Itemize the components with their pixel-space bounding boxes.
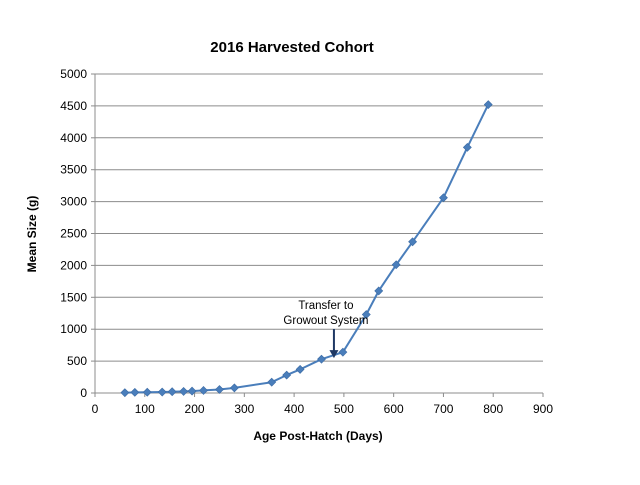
data-point-marker bbox=[408, 237, 418, 247]
x-tick-label: 900 bbox=[533, 402, 553, 416]
data-point-marker bbox=[120, 388, 130, 398]
data-point-marker bbox=[187, 386, 197, 396]
gridlines bbox=[95, 73, 543, 362]
data-point-marker bbox=[215, 385, 224, 394]
x-tick-label: 800 bbox=[483, 402, 503, 416]
data-point-marker bbox=[462, 142, 472, 152]
y-tick-label: 1000 bbox=[60, 322, 87, 336]
x-tick-label: 700 bbox=[433, 402, 453, 416]
y-tick-label: 3500 bbox=[60, 163, 87, 177]
y-tick-label: 2000 bbox=[60, 258, 87, 272]
y-tick-label: 0 bbox=[80, 386, 87, 400]
x-axis-title: Age Post-Hatch (Days) bbox=[253, 429, 382, 443]
data-point-marker bbox=[317, 354, 326, 364]
data-point-marker bbox=[282, 370, 292, 380]
y-tick-label: 2500 bbox=[60, 227, 87, 241]
data-point-marker bbox=[295, 364, 305, 374]
x-tick-label: 100 bbox=[135, 402, 155, 416]
data-point-marker bbox=[267, 377, 277, 387]
tick-labels: 0500100015002000250030003500400045005000… bbox=[60, 67, 553, 416]
x-tick-label: 400 bbox=[284, 402, 304, 416]
x-tick-label: 0 bbox=[92, 402, 99, 416]
y-tick-label: 1500 bbox=[60, 290, 87, 304]
data-point-marker bbox=[157, 387, 167, 397]
data-point-marker bbox=[142, 387, 152, 397]
annotation-text-line: Growout System bbox=[283, 315, 368, 327]
data-series bbox=[120, 100, 493, 398]
x-tick-label: 500 bbox=[334, 402, 354, 416]
x-tick-label: 200 bbox=[185, 402, 205, 416]
data-point-marker bbox=[229, 383, 239, 393]
data-point-marker bbox=[199, 386, 208, 395]
data-point-marker bbox=[338, 347, 348, 357]
annotation-group: Transfer to Growout System bbox=[283, 300, 368, 359]
y-tick-label: 500 bbox=[67, 354, 87, 368]
y-tick-label: 4000 bbox=[60, 131, 87, 145]
series-line bbox=[124, 104, 490, 394]
data-point-marker bbox=[167, 387, 177, 397]
data-point-marker bbox=[483, 100, 493, 110]
data-point-marker bbox=[179, 386, 189, 396]
x-tick-label: 600 bbox=[384, 402, 404, 416]
y-tick-label: 3000 bbox=[60, 195, 87, 209]
data-point-marker bbox=[361, 310, 371, 319]
axes bbox=[91, 73, 544, 397]
data-point-marker bbox=[391, 260, 401, 270]
data-point-marker bbox=[439, 193, 448, 203]
data-point-marker bbox=[130, 387, 140, 397]
y-tick-label: 4500 bbox=[60, 99, 87, 113]
y-axis-title: Mean Size (g) bbox=[25, 196, 39, 273]
chart-title: 2016 Harvested Cohort bbox=[210, 39, 373, 56]
x-tick-label: 300 bbox=[234, 402, 254, 416]
annotation-text-line: Transfer to bbox=[298, 300, 353, 312]
data-point-marker bbox=[374, 286, 384, 296]
annotation-arrow-head bbox=[329, 350, 339, 359]
y-tick-label: 5000 bbox=[60, 67, 87, 81]
